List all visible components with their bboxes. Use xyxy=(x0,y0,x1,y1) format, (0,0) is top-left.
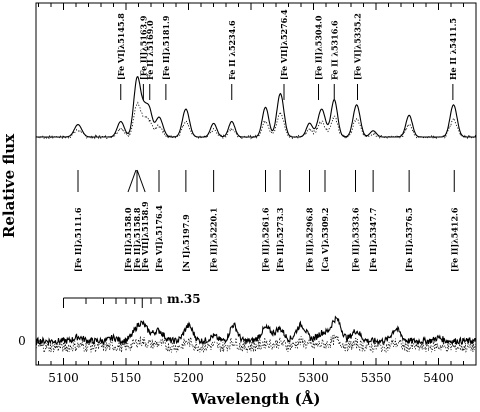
upper-line-label: Fe II λ5316.6 xyxy=(329,20,339,80)
lower-line-label: [Fe II]λ5220.1 xyxy=(209,208,219,272)
lower-line-label: [Fe II]λ5296.8 xyxy=(305,207,315,272)
lower-line-label: [Fe II]λ5158.0 xyxy=(123,207,133,272)
lower-line-label: [Fe II]λ5333.6 xyxy=(351,207,361,272)
axis-ticks xyxy=(36,3,477,365)
lower-line-label: [Fe II]λ5158.8 xyxy=(132,207,142,272)
lower-line-label: [Fe II]λ5261.6 xyxy=(261,207,271,272)
lower-solid-line xyxy=(35,315,477,347)
upper-line-label: [Fe II]λ5163.9 xyxy=(138,15,148,80)
y-tick-label: 0 xyxy=(18,334,26,348)
upper-line-label: He II λ5411.5 xyxy=(448,18,458,80)
lower-spectrum xyxy=(35,315,477,355)
lower-line-mark xyxy=(127,169,137,193)
lower-line-mark xyxy=(136,169,146,193)
plot-frame xyxy=(35,2,477,366)
upper-model-line xyxy=(36,76,476,138)
lower-line-label: [Fe II]λ5347.7 xyxy=(368,208,378,272)
y-axis-title: Relative flux xyxy=(0,133,18,238)
lower-line-label: [Fe II]λ5111.6 xyxy=(73,207,83,272)
lower-line-label: [N I]λ5197.9 xyxy=(181,214,191,272)
upper-line-label: [Fe VII]λ5276.4 xyxy=(279,9,289,80)
upper-spectrum xyxy=(35,76,477,140)
x-tick-label: 5350 xyxy=(361,371,392,385)
upper-line-label: Fe II λ5234.6 xyxy=(227,20,237,80)
lower-line-label: [Fe VII]λ5158.9 xyxy=(140,201,150,272)
upper-line-label: [Fe VI]λ5145.8 xyxy=(116,13,126,80)
lower-line-label: [Fe II]λ5376.5 xyxy=(404,208,414,272)
upper-line-label: [Fe VI]λ5335.2 xyxy=(353,13,363,80)
y-tick-labels: 0 xyxy=(18,334,26,348)
multiplet-ruler: m.35 xyxy=(63,292,201,308)
lower-line-label: [Fe II]λ5412.6 xyxy=(449,207,459,272)
lower-line-label: [Fe VI]λ5176.4 xyxy=(154,205,164,272)
upper-line-label: Fe II λ5169.0 xyxy=(145,20,155,80)
upper-line-label: [Fe II]λ5304.0 xyxy=(314,15,324,80)
lower-line-label: [Fe II]λ5273.3 xyxy=(275,207,285,272)
x-tick-label: 5400 xyxy=(423,371,454,385)
x-tick-label: 5200 xyxy=(173,371,204,385)
x-tick-label: 5150 xyxy=(111,371,142,385)
x-tick-label: 5250 xyxy=(236,371,267,385)
multiplet-label: m.35 xyxy=(167,292,201,306)
x-tick-label: 5300 xyxy=(298,371,329,385)
lower-dotted-line xyxy=(35,334,477,355)
line-identifications: [Fe VI]λ5145.8 [Fe II]λ5163.9Fe II λ5169.… xyxy=(73,9,459,272)
x-tick-labels: 5100 5150 5200 5250 5300 5350 5400 xyxy=(48,371,454,385)
x-tick-label: 5100 xyxy=(48,371,79,385)
lower-line-label: [Ca V]λ5309.2 xyxy=(320,208,330,272)
upper-observed-dots xyxy=(35,101,477,140)
x-axis-title: Wavelength (Å) xyxy=(190,390,320,408)
upper-line-label: [Fe II]λ5181.9 xyxy=(161,15,171,80)
